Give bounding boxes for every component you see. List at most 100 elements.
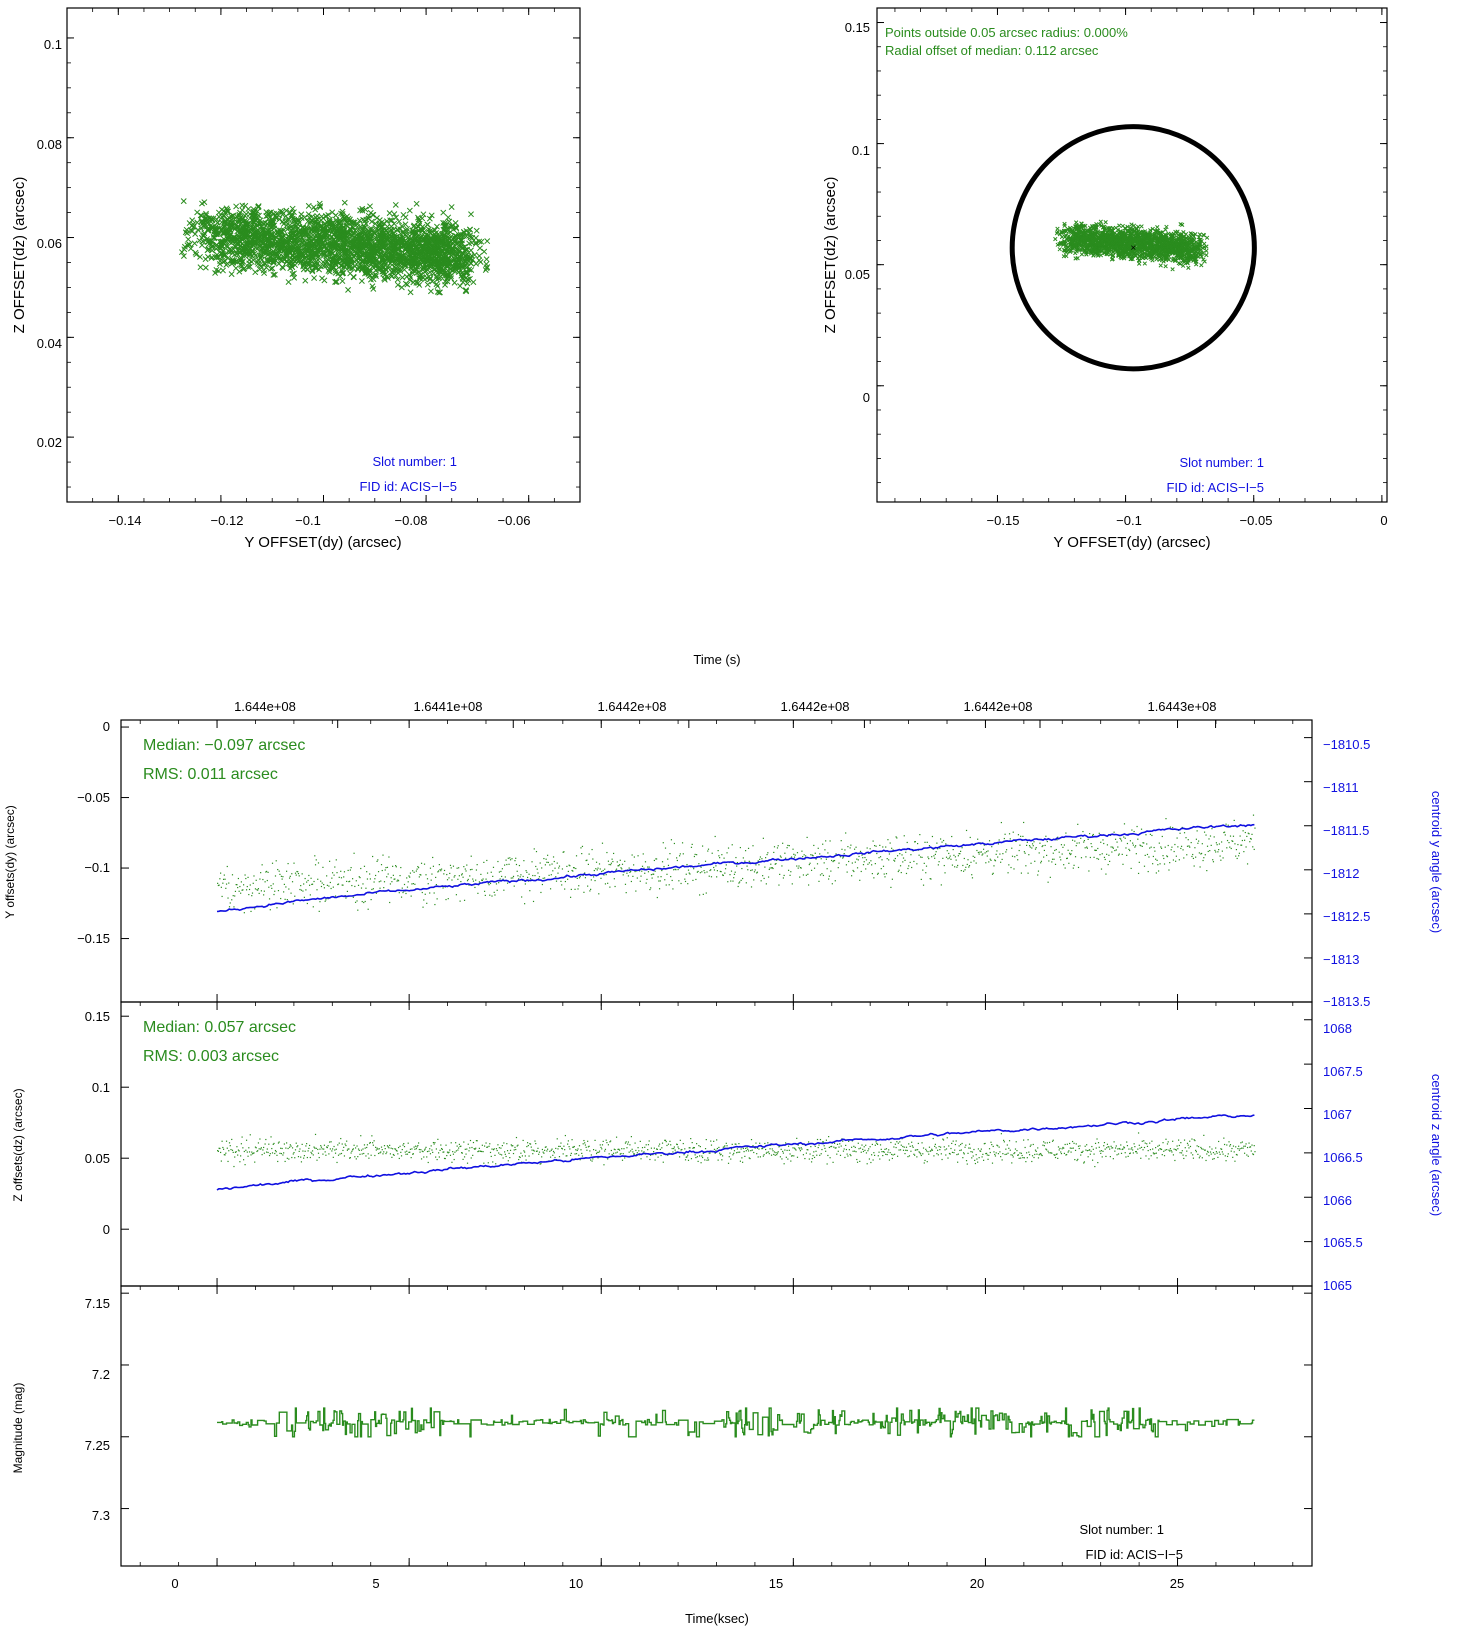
offset-dot <box>561 884 563 886</box>
scatter-point <box>399 274 406 281</box>
offset-dot <box>416 868 418 870</box>
offset-dot <box>596 869 598 871</box>
offset-dot <box>386 876 388 878</box>
scatter-point <box>277 208 284 215</box>
offset-dot <box>225 887 227 889</box>
offset-dot <box>439 868 441 871</box>
offset-dot <box>456 867 458 869</box>
scatter-right-median-annotation: Radial offset of median: 0.112 arcsec <box>885 43 1099 58</box>
offset-dot <box>540 891 542 894</box>
scatter-point <box>256 231 263 238</box>
scatter-point <box>180 253 187 260</box>
offset-dot <box>469 875 471 877</box>
scatter-point <box>445 214 452 221</box>
offset-dot <box>294 872 297 874</box>
scatter-point <box>311 275 318 281</box>
offset-dot <box>578 877 581 879</box>
scatter-point <box>350 273 357 280</box>
offset-dot <box>613 878 615 880</box>
scatter-point <box>263 209 270 216</box>
offset-dot <box>350 866 352 869</box>
offset-dot <box>608 863 610 866</box>
scatter-point <box>448 275 455 282</box>
scatter-point <box>278 246 285 253</box>
scatter-point <box>202 256 209 263</box>
scatter-point <box>186 241 193 248</box>
offset-dot <box>400 896 403 898</box>
offset-dot <box>442 887 444 889</box>
top-tick-label: 1.6441e+08 <box>413 699 482 714</box>
offset-dot <box>558 867 560 869</box>
scatter-point <box>464 280 471 287</box>
offset-dot <box>261 864 263 866</box>
offset-dot <box>512 877 514 879</box>
offset-dot <box>373 881 375 883</box>
scatter-point <box>339 278 346 285</box>
offset-dot <box>318 910 320 912</box>
scatter-point <box>213 254 220 261</box>
scatter-point <box>251 250 258 257</box>
offset-dot <box>233 906 235 908</box>
scatter-point <box>1055 226 1060 231</box>
offset-dot <box>604 868 606 870</box>
offset-dot <box>477 892 479 894</box>
offset-dot <box>231 899 233 901</box>
scatter-point <box>481 248 488 255</box>
offset-dot <box>306 902 308 905</box>
offset-dot <box>371 888 373 891</box>
scatter-point <box>290 236 297 243</box>
scatter-left-fid-annotation: FID id: ACIS−I−5 <box>359 479 457 494</box>
offset-dot <box>306 881 308 883</box>
offset-dot <box>624 860 626 862</box>
offset-dot <box>237 886 239 889</box>
offset-dot <box>498 882 500 884</box>
offset-dot <box>356 900 358 902</box>
offset-dot <box>374 874 377 877</box>
scatter-point <box>425 254 432 261</box>
scatter-point <box>268 256 275 263</box>
offset-dot <box>494 894 496 896</box>
offset-dot <box>475 869 478 871</box>
offset-dot <box>383 887 385 889</box>
scatter-point <box>329 229 336 236</box>
offset-dot <box>260 890 262 892</box>
offset-dot <box>472 878 474 880</box>
scatter-point <box>269 265 276 272</box>
offset-dot <box>526 871 528 873</box>
scatter-point <box>359 259 366 266</box>
scatter-left-xlabel: Y OFFSET(dy) (arcsec) <box>244 534 401 551</box>
offset-dot <box>569 865 571 867</box>
scatter-point <box>390 268 397 275</box>
offset-dot <box>411 883 413 885</box>
offset-dot <box>635 890 637 892</box>
offset-dot <box>595 861 598 863</box>
offset-dot <box>283 883 285 886</box>
scatter-point <box>459 233 466 240</box>
scatter-point <box>1073 250 1078 256</box>
scatter-point <box>295 230 302 237</box>
offset-dot <box>250 910 252 913</box>
scatter-point <box>430 270 437 277</box>
scatter-point <box>249 216 256 223</box>
offset-dot <box>283 891 285 893</box>
offset-dot <box>543 857 545 860</box>
scatter-point <box>188 227 195 234</box>
offset-dot <box>324 900 326 902</box>
offset-dot <box>532 900 535 903</box>
scatter-right-ytick-label: 0 <box>863 390 870 405</box>
offset-dot <box>601 870 603 873</box>
scatter-point <box>185 236 192 243</box>
offset-dot <box>529 890 531 892</box>
offset-dot <box>229 902 231 904</box>
offset-dot <box>556 862 558 864</box>
offset-dot <box>524 903 526 905</box>
scatter-point <box>390 241 396 248</box>
offset-dot <box>374 878 376 880</box>
offset-dot <box>429 867 432 869</box>
offset-dot <box>448 877 450 879</box>
scatter-point <box>1163 264 1168 269</box>
offset-dot <box>518 878 520 880</box>
offset-dot <box>630 880 632 883</box>
offset-dot <box>403 883 406 886</box>
scatter-point <box>468 211 474 218</box>
